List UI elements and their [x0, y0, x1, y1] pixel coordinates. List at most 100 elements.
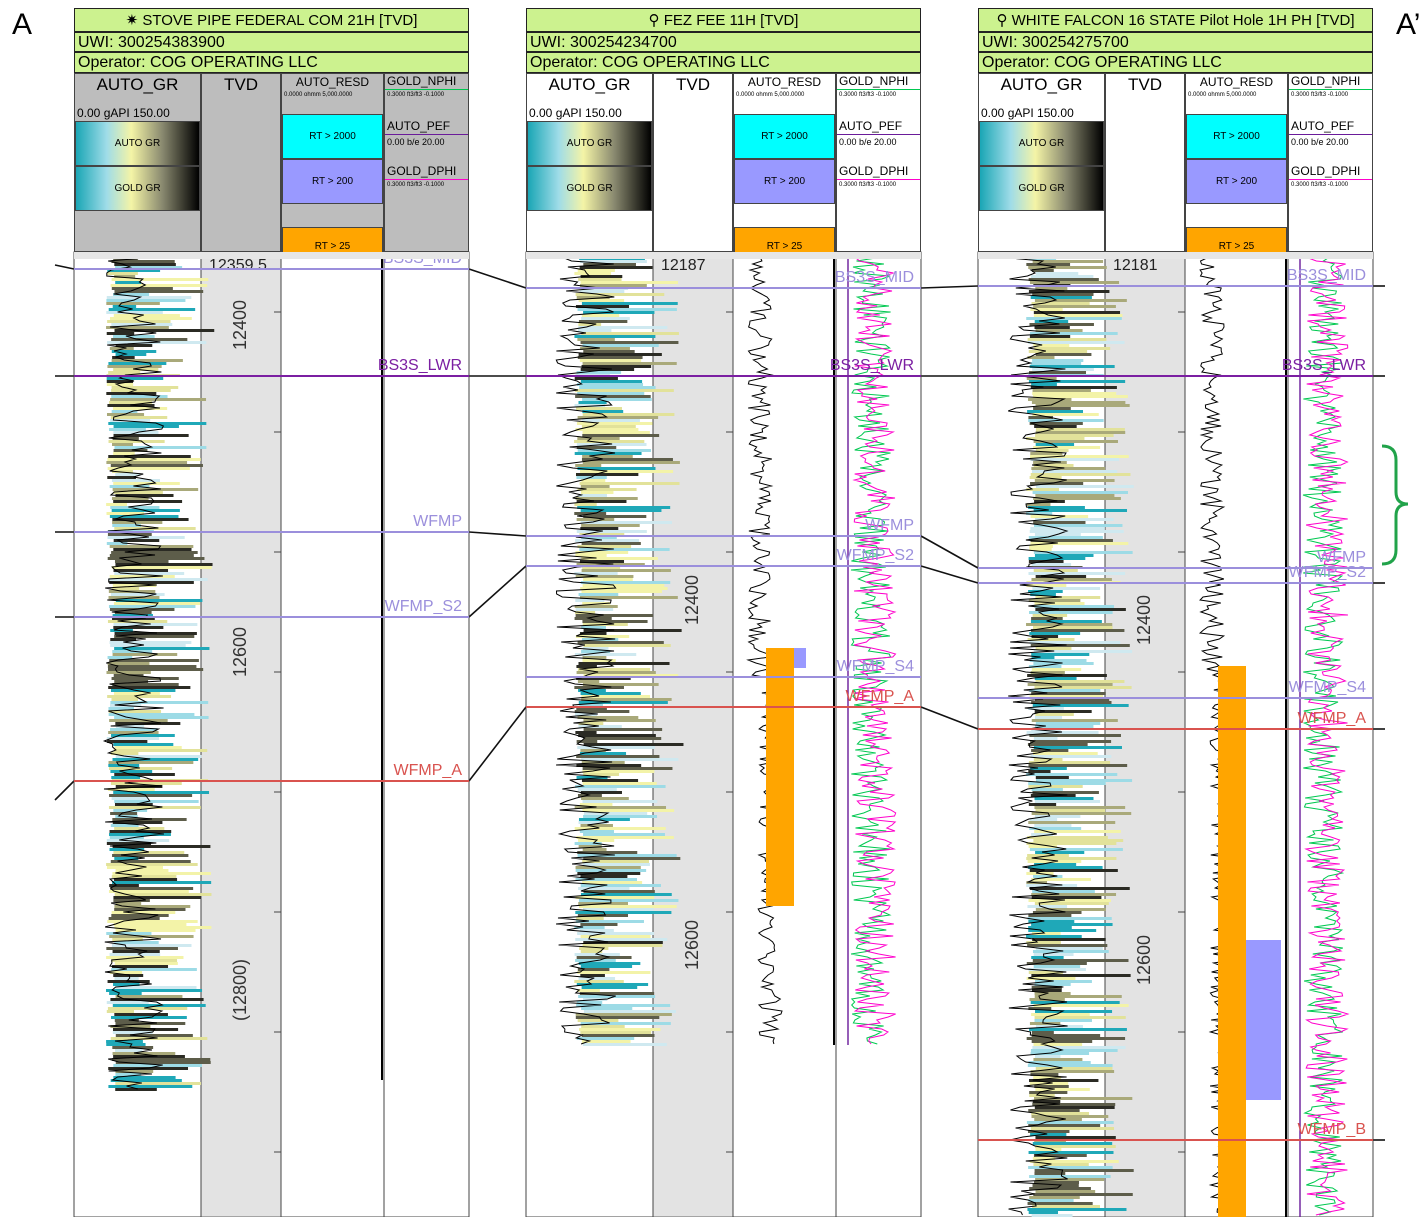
depth-label: 12400: [1134, 595, 1154, 645]
gr-fill-band: [110, 416, 168, 419]
gr-fill-band: [1031, 470, 1118, 473]
gr-fill-band: [1028, 866, 1103, 869]
porosity-track-header[interactable]: GOLD_NPHI 0.3000 ft3/ft3 -0.1000 AUTO_PE…: [384, 73, 469, 252]
gr-fill-band: [579, 596, 678, 599]
gr-fill-band: [1031, 1031, 1054, 1034]
gr-fill-band: [581, 557, 658, 560]
gr-fill-band: [576, 989, 600, 992]
gr-fill-band: [112, 356, 135, 359]
gr-fill-band: [577, 641, 664, 644]
gr-fill-band: [1029, 1175, 1111, 1178]
well-title[interactable]: ✷ STOVE PIPE FEDERAL COM 21H [TVD]: [74, 8, 469, 32]
gr-fill-band: [577, 971, 651, 974]
gr-fill-band: [1034, 716, 1063, 719]
gr-fill-band: [1035, 353, 1092, 356]
gr-fill-band: [582, 800, 658, 803]
gr-fill-band: [106, 380, 134, 383]
gr-fill-band: [110, 644, 186, 647]
gr-fill-band: [111, 497, 149, 500]
gr-fill-band: [107, 458, 201, 461]
gr-fill-band: [577, 416, 659, 419]
gr-fill-band: [1026, 773, 1118, 776]
gr-fill-band: [106, 542, 128, 545]
gr-fill-band: [107, 656, 133, 659]
gr-fill-band: [583, 857, 681, 860]
gr-fill-band: [1033, 1058, 1083, 1061]
gr-fill-band: [583, 350, 635, 353]
gr-fill-band: [575, 731, 597, 734]
gr-fill-band: [1031, 896, 1102, 899]
resd-track-header[interactable]: AUTO_RESD 0.0000 ohmm 5,000.0000 RT > 20…: [733, 73, 836, 253]
gr-fill-band: [1029, 332, 1118, 335]
gr-fill-band: [114, 977, 139, 980]
gr-fill-band: [576, 665, 597, 668]
gr-fill-band: [115, 494, 174, 497]
gr-fill-band: [1031, 701, 1112, 704]
gr-fill-band: [1035, 428, 1125, 431]
gr-fill-band: [111, 260, 175, 263]
resd-track-header[interactable]: AUTO_RESD 0.0000 ohmm 5,000.0000 RT > 20…: [1185, 73, 1288, 253]
gr-fill-band: [1034, 815, 1081, 818]
gr-fill-band: [574, 605, 618, 608]
gr-fill-band: [1028, 536, 1103, 539]
gr-fill-band: [1031, 1034, 1101, 1037]
resd-track-header[interactable]: AUTO_RESD 0.0000 ohmm 5,000.0000 RT > 20…: [281, 73, 384, 253]
gr-fill-band: [579, 533, 625, 536]
gr-fill-band: [111, 911, 176, 914]
rt-200-swatch: RT > 200: [734, 159, 835, 204]
porosity-track-header[interactable]: GOLD_NPHI 0.3000 ft3/ft3 -0.1000 AUTO_PE…: [836, 73, 921, 252]
gr-fill-band: [106, 377, 164, 380]
gr-fill-band: [1028, 929, 1097, 932]
well-title[interactable]: ⚲ FEZ FEE 11H [TVD]: [526, 8, 921, 32]
gr-fill-band: [578, 905, 677, 908]
gr-fill-band: [113, 434, 189, 437]
gr-fill-band: [115, 986, 197, 989]
gr-track-header[interactable]: AUTO_GR 0.00 gAPI 150.00 AUTO GR GOLD GR: [526, 73, 653, 252]
gr-fill-band: [1029, 1091, 1068, 1094]
gr-fill-band: [113, 425, 179, 428]
gr-fill-band: [113, 974, 144, 977]
gr-fill-band: [107, 788, 155, 791]
tvd-track: [652, 251, 734, 1217]
gr-fill-band: [1034, 1097, 1133, 1100]
well-uwi: UWI: 300254383900: [74, 32, 469, 52]
gr-fill-band: [576, 755, 660, 758]
gr-fill-band: [582, 455, 633, 458]
gr-fill-band: [106, 932, 152, 935]
tvd-track-header[interactable]: TVD: [201, 73, 281, 252]
gr-fill-band: [114, 803, 153, 806]
well-title[interactable]: ⚲ WHITE FALCON 16 STATE Pilot Hole 1H PH…: [978, 8, 1373, 32]
tvd-track-header[interactable]: TVD: [1105, 73, 1185, 252]
tvd-track-header[interactable]: TVD: [653, 73, 733, 252]
gr-fill-band: [578, 962, 641, 965]
depth-label: 12400: [682, 575, 702, 625]
gr-fill-band: [1032, 626, 1113, 629]
gr-fill-band: [115, 266, 183, 269]
gr-fill-band: [111, 965, 169, 968]
gr-fill-band: [583, 1010, 677, 1013]
gr-fill-band: [1028, 1166, 1113, 1169]
gr-fill-band: [1032, 389, 1091, 392]
gr-fill-band: [110, 752, 139, 755]
gr-fill-band: [580, 893, 672, 896]
gr-fill-band: [583, 737, 662, 740]
gr-fill-band: [112, 614, 153, 617]
formation-top-label: BS3S_LWR: [378, 357, 462, 374]
gr-fill-band: [1028, 782, 1106, 785]
gr-fill-band: [1032, 491, 1129, 494]
gr-fill-band: [582, 362, 677, 365]
gr-fill-band: [582, 770, 655, 773]
gr-track-header[interactable]: AUTO_GR 0.00 gAPI 150.00 AUTO GR GOLD GR: [74, 73, 201, 252]
gr-fill-band: [1033, 1043, 1083, 1046]
gr-fill-band: [1026, 941, 1061, 944]
gr-fill-band: [575, 575, 634, 578]
porosity-track-header[interactable]: GOLD_NPHI 0.3000 ft3/ft3 -0.1000 AUTO_PE…: [1288, 73, 1373, 252]
gr-fill-band: [107, 620, 168, 623]
gr-track-header[interactable]: AUTO_GR 0.00 gAPI 150.00 AUTO GR GOLD GR: [978, 73, 1105, 252]
gr-fill-band: [576, 383, 644, 386]
gr-fill-band: [1026, 317, 1122, 320]
gr-fill-band: [1034, 1106, 1115, 1109]
gr-fill-band: [579, 929, 614, 932]
gr-fill-band: [583, 815, 658, 818]
gr-fill-band: [1033, 1076, 1062, 1079]
